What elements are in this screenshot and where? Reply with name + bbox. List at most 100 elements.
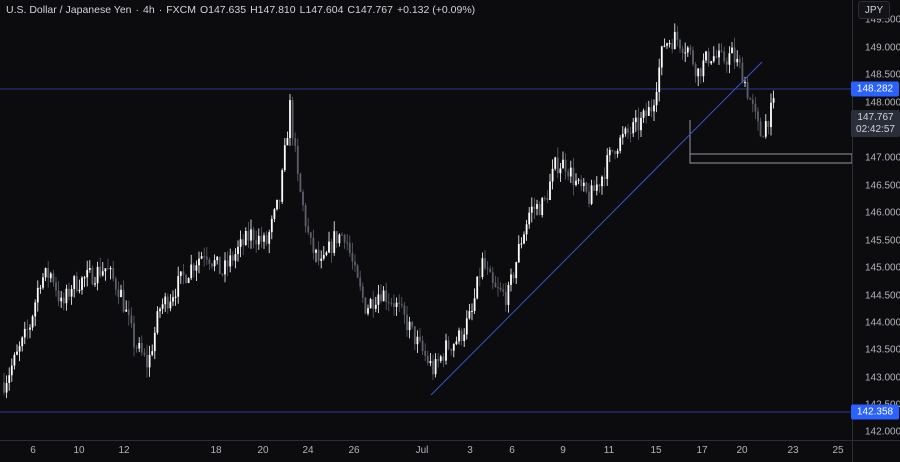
price-tick-label: 147.000	[865, 152, 900, 164]
candle-body	[733, 47, 736, 63]
candle-body	[551, 168, 554, 182]
candle-body	[343, 234, 346, 243]
candle-body	[559, 168, 562, 174]
candle-body	[44, 268, 47, 278]
candle-body	[75, 276, 78, 292]
candle-body	[668, 43, 671, 45]
time-tick-label: 20	[257, 445, 269, 456]
candle-body	[122, 289, 125, 312]
candle-body	[593, 185, 596, 191]
candle-body	[104, 268, 107, 272]
candle-body	[471, 310, 473, 312]
candle-body	[569, 167, 572, 177]
candle-body	[398, 302, 401, 305]
candle-body	[400, 304, 403, 306]
candle-body	[640, 117, 642, 131]
time-tick-label: 26	[348, 445, 360, 456]
candle-body	[174, 296, 177, 298]
candle-body	[354, 261, 356, 266]
candle-body	[140, 342, 143, 353]
candle-body	[707, 51, 710, 64]
candle-body	[770, 102, 772, 128]
candle-body	[39, 287, 42, 289]
candle-body	[52, 273, 55, 283]
candle-body	[317, 249, 320, 261]
candle-body	[133, 323, 135, 348]
candle-body	[179, 271, 182, 277]
candle-body	[312, 237, 315, 253]
candle-body	[538, 204, 541, 215]
candle-body	[138, 342, 141, 349]
price-tick-label: 143.500	[865, 344, 900, 356]
candle-body	[465, 318, 468, 335]
candle-body	[252, 229, 255, 241]
candle-body	[439, 356, 442, 361]
candle-body	[70, 289, 73, 297]
candle-body	[320, 258, 323, 261]
candle-body	[257, 235, 260, 245]
candle-body	[481, 258, 484, 277]
candle-body	[517, 243, 520, 263]
candle-body	[751, 99, 754, 104]
candle-body	[497, 287, 499, 289]
candle-body	[263, 235, 265, 242]
candle-body	[468, 311, 471, 319]
chart-area[interactable]	[0, 0, 853, 440]
candle-body	[546, 198, 549, 201]
candle-body	[114, 278, 117, 290]
candle-body	[330, 241, 333, 253]
price-tick-label: 148.000	[865, 97, 900, 109]
candle-body	[679, 39, 681, 49]
candle-body	[689, 47, 692, 51]
price-tick-label: 145.500	[865, 235, 900, 247]
candle-body	[632, 122, 635, 134]
price-tick-label: 144.500	[865, 290, 900, 302]
candle-body	[710, 61, 713, 64]
time-axis[interactable]: 6 10 12 18 20 24 26 Jul 3 6 9 11 15 17 20 23 25	[0, 440, 852, 462]
currency-button[interactable]: JPY	[858, 1, 890, 19]
candle-body	[13, 354, 16, 366]
candle-body	[426, 355, 429, 364]
candle-body	[3, 382, 5, 393]
candle-body	[205, 256, 208, 260]
candle-body	[296, 145, 299, 174]
candle-body	[153, 332, 156, 352]
time-tick-label: 24	[302, 445, 314, 456]
candle-body	[190, 264, 193, 279]
candle-body	[393, 303, 395, 307]
price-axis[interactable]: 149.500 149.000 148.500 148.000 147.000 146.5…	[852, 0, 900, 440]
candle-body	[741, 62, 744, 84]
candle-body	[590, 185, 593, 204]
candle-body	[112, 267, 115, 279]
candle-body	[385, 290, 388, 303]
candle-body	[16, 351, 18, 355]
candle-body	[759, 121, 762, 137]
candle-body	[512, 274, 515, 279]
candle-body	[42, 277, 44, 288]
candle-body	[621, 133, 624, 138]
price-tick-label: 146.000	[865, 207, 900, 219]
candle-body	[182, 271, 185, 276]
price-tick-label: 149.000	[865, 42, 900, 54]
candle-body	[192, 264, 195, 271]
interval-label[interactable]: 4h	[143, 4, 155, 16]
candle-body	[572, 167, 575, 186]
candle-body	[380, 294, 382, 302]
candle-body	[720, 50, 723, 52]
symbol-name[interactable]: U.S. Dollar / Japanese Yen	[6, 4, 132, 16]
candle-body	[494, 282, 497, 288]
candle-body	[543, 198, 546, 200]
candle-body	[88, 267, 91, 270]
candle-body	[473, 298, 476, 311]
candle-body	[746, 81, 749, 99]
candle-body	[315, 249, 317, 253]
candle-body	[8, 375, 11, 383]
bar-countdown: 02:42:57	[856, 123, 895, 135]
candle-body	[699, 68, 702, 77]
price-tick-label: 145.000	[865, 262, 900, 274]
candle-body	[364, 297, 367, 314]
candle-body	[390, 302, 393, 304]
price-chart[interactable]	[0, 0, 853, 440]
time-tick-label: 20	[736, 445, 748, 456]
candle-body	[307, 226, 310, 233]
